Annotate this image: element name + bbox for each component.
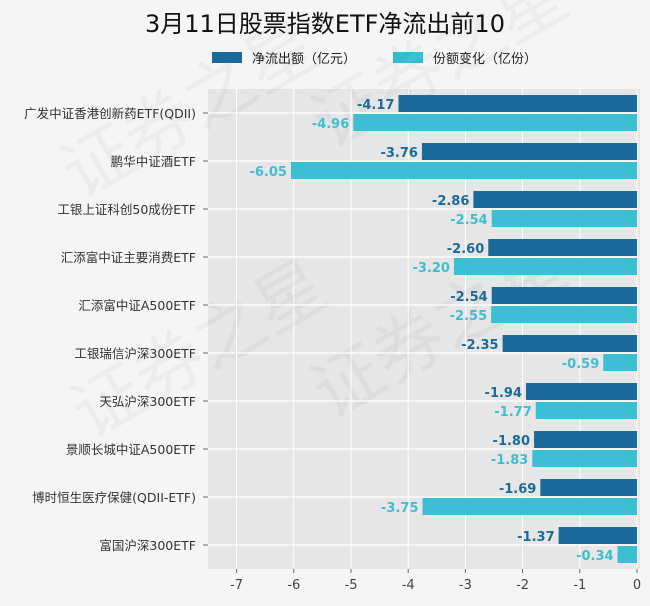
data-label: -6.05 (249, 165, 286, 180)
data-label: -1.94 (485, 386, 522, 401)
data-label: -2.86 (432, 194, 469, 209)
data-label: -4.17 (357, 98, 394, 113)
data-label: -1.69 (499, 482, 536, 497)
bar-share-change (491, 306, 637, 323)
data-label: -1.77 (494, 405, 531, 420)
x-tick-label: -2 (516, 578, 529, 593)
category-label: 工银上证科创50成份ETF (57, 202, 196, 217)
category-label: 博时恒生医疗保健(QDII-ETF) (32, 490, 196, 505)
legend-item-share-change: 份额变化（亿份） (393, 48, 537, 67)
x-tick-label: 0 (633, 578, 641, 593)
category-label: 汇添富中证A500ETF (78, 298, 196, 313)
bar-net-outflow (502, 335, 637, 352)
bar-net-outflow (534, 431, 637, 448)
x-tick-label: -3 (459, 578, 472, 593)
x-tick-label: -5 (345, 578, 358, 593)
bar-share-change (453, 258, 637, 275)
bar-share-change (422, 498, 637, 515)
bar-share-change (491, 210, 637, 227)
data-label: -3.76 (380, 146, 417, 161)
legend-item-net-outflow: 净流出额（亿元） (212, 48, 356, 67)
data-label: -3.20 (412, 261, 449, 276)
bar-net-outflow (473, 191, 637, 208)
category-label: 广发中证香港创新药ETF(QDII) (24, 106, 196, 121)
legend-label: 净流出额（亿元） (252, 52, 357, 67)
x-tick-label: -1 (573, 578, 586, 593)
legend-label: 份额变化（亿份） (433, 52, 538, 67)
data-label: -2.60 (447, 242, 484, 257)
bar-net-outflow (558, 527, 637, 544)
bar-net-outflow (488, 239, 637, 256)
bar-share-change (617, 546, 637, 563)
bar-net-outflow (540, 479, 637, 496)
category-label: 鹏华中证酒ETF (111, 154, 196, 169)
bar-net-outflow (398, 95, 637, 112)
category-label: 汇添富中证主要消费ETF (61, 250, 196, 265)
data-label: -1.80 (493, 434, 530, 449)
chart-title: 3月11日股票指数ETF净流出前10 (145, 10, 505, 38)
category-label: 景顺长城中证A500ETF (66, 442, 196, 457)
bar-share-change (290, 162, 637, 179)
x-tick-label: -4 (402, 578, 415, 593)
category-label: 富国沪深300ETF (99, 538, 196, 553)
category-label: 天弘沪深300ETF (99, 394, 196, 409)
x-tick-label: -6 (287, 578, 300, 593)
data-label: -1.37 (517, 530, 554, 545)
data-label: -2.54 (450, 290, 487, 305)
bar-net-outflow (491, 287, 637, 304)
bar-share-change (532, 450, 637, 467)
data-label: -2.35 (461, 338, 498, 353)
legend-swatch (393, 52, 423, 63)
legend-swatch (212, 52, 242, 63)
bar-share-change (353, 114, 637, 131)
bar-net-outflow (421, 143, 637, 160)
data-label: -1.83 (491, 453, 528, 468)
bar-net-outflow (526, 383, 637, 400)
data-label: -4.96 (312, 117, 349, 132)
bar-share-change (535, 402, 637, 419)
data-label: -0.34 (576, 549, 613, 564)
data-label: -2.55 (450, 309, 487, 324)
bar-share-change (603, 354, 637, 371)
data-label: -0.59 (562, 357, 599, 372)
data-label: -2.54 (450, 213, 487, 228)
x-tick-label: -7 (230, 578, 243, 593)
category-label: 工银瑞信沪深300ETF (74, 346, 196, 361)
data-label: -3.75 (381, 501, 418, 516)
